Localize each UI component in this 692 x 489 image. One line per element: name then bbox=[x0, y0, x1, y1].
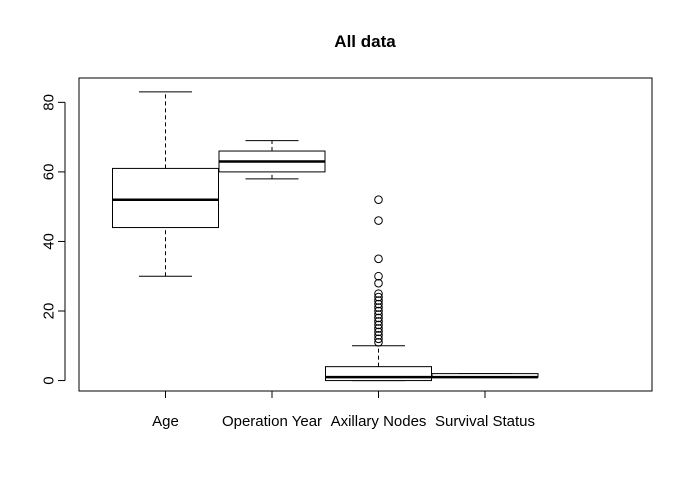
y-tick-label: 0 bbox=[41, 376, 58, 384]
x-tick-label: Survival Status bbox=[435, 413, 535, 430]
outlier-point bbox=[375, 217, 383, 225]
iqr-box bbox=[326, 367, 432, 381]
x-tick-label: Operation Year bbox=[222, 413, 322, 430]
x-axis: Age Operation Year Axillary Nodes Survival … bbox=[152, 391, 535, 430]
y-tick-label: 80 bbox=[41, 94, 58, 111]
iqr-box bbox=[113, 168, 219, 227]
x-tick-label: Axillary Nodes bbox=[331, 413, 427, 430]
box-survival-status bbox=[432, 374, 538, 377]
y-tick-label: 40 bbox=[41, 233, 58, 250]
chart-title: All data bbox=[334, 32, 396, 51]
y-tick-label: 60 bbox=[41, 164, 58, 181]
x-tick-label: Age bbox=[152, 413, 179, 430]
outlier-point bbox=[375, 255, 383, 263]
box-age bbox=[113, 92, 219, 276]
y-axis: 0 20 40 60 80 bbox=[41, 94, 66, 385]
box-axillary-nodes bbox=[326, 196, 432, 381]
outlier-point bbox=[375, 196, 383, 204]
box-operation-year bbox=[219, 141, 325, 179]
y-tick-label: 20 bbox=[41, 303, 58, 320]
plot-frame bbox=[79, 78, 652, 391]
boxes bbox=[113, 92, 539, 381]
